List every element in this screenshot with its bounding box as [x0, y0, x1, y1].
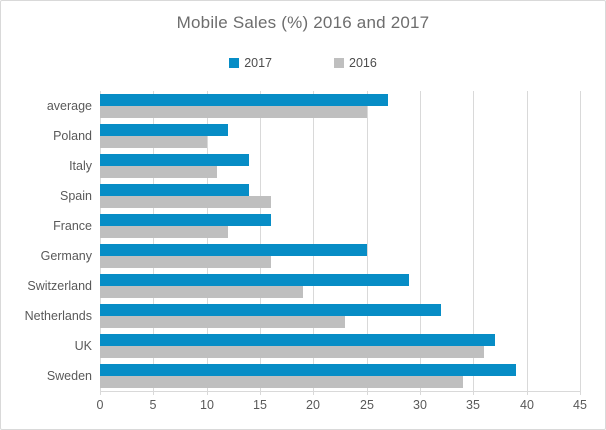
- bar-2016-uk: [100, 346, 484, 358]
- bar-2016-netherlands: [100, 316, 346, 328]
- bar-2016-germany: [100, 256, 271, 268]
- gridline-5: [153, 91, 154, 391]
- bar-2017-uk: [100, 334, 495, 346]
- tick-mark-15: [260, 391, 261, 395]
- tick-mark-25: [367, 391, 368, 395]
- bar-2016-switzerland: [100, 286, 303, 298]
- x-tick-label-20: 20: [306, 398, 320, 412]
- bar-2017-spain: [100, 184, 250, 196]
- gridline-0: [100, 91, 101, 391]
- chart-title: Mobile Sales (%) 2016 and 2017: [176, 13, 430, 32]
- bar-2017-france: [100, 214, 271, 226]
- bar-2017-average: [100, 94, 388, 106]
- bar-row-italy: Italy: [69, 151, 580, 181]
- x-tick-label-10: 10: [200, 398, 214, 412]
- category-label-poland: Poland: [53, 129, 92, 143]
- gridline-15: [260, 91, 261, 391]
- tick-mark-10: [207, 391, 208, 395]
- bar-row-average: average: [47, 91, 580, 121]
- bar-row-france: France: [53, 211, 580, 241]
- tick-mark-20: [313, 391, 314, 395]
- tick-mark-45: [580, 391, 581, 395]
- category-label-germany: Germany: [40, 249, 92, 263]
- bar-2016-spain: [100, 196, 271, 208]
- bar-2016-france: [100, 226, 228, 238]
- bar-row-netherlands: Netherlands: [25, 301, 580, 331]
- tick-mark-5: [153, 391, 154, 395]
- bar-row-switzerland: Switzerland: [27, 271, 580, 301]
- bar-2017-switzerland: [100, 274, 410, 286]
- x-tick-label-15: 15: [253, 398, 267, 412]
- bar-2016-sweden: [100, 376, 463, 388]
- legend-label-2016: 2016: [349, 56, 377, 70]
- bar-row-poland: Poland: [53, 121, 580, 151]
- bar-2017-netherlands: [100, 304, 442, 316]
- category-label-spain: Spain: [60, 189, 92, 203]
- x-tick-label-40: 40: [520, 398, 534, 412]
- category-label-sweden: Sweden: [46, 369, 92, 383]
- x-tick-label-25: 25: [360, 398, 374, 412]
- gridline-45: [580, 91, 581, 391]
- x-tick-label-30: 30: [413, 398, 427, 412]
- tick-mark-40: [527, 391, 528, 395]
- tick-mark-30: [420, 391, 421, 395]
- category-label-netherlands: Netherlands: [24, 309, 92, 323]
- bar-row-germany: Germany: [41, 241, 580, 271]
- tick-mark-35: [473, 391, 474, 395]
- gridline-40: [527, 91, 528, 391]
- bar-2017-italy: [100, 154, 250, 166]
- bar-2017-poland: [100, 124, 228, 136]
- legend-item-2017: 2017: [229, 56, 272, 70]
- x-tick-label-5: 5: [149, 398, 157, 412]
- tick-mark-0: [100, 391, 101, 395]
- category-label-switzerland: Switzerland: [27, 279, 92, 293]
- x-tick-label-0: 0: [96, 398, 104, 412]
- bar-row-sweden: Sweden: [47, 361, 580, 391]
- category-label-france: France: [53, 219, 92, 233]
- bar-2016-average: [100, 106, 367, 118]
- legend-swatch-2016: [334, 58, 344, 68]
- x-tick-label-45: 45: [573, 398, 587, 412]
- bar-2017-germany: [100, 244, 367, 256]
- bar-2016-italy: [100, 166, 218, 178]
- legend-label-2017: 2017: [244, 56, 272, 70]
- bar-2016-poland: [100, 136, 207, 148]
- x-tick-label-35: 35: [466, 398, 480, 412]
- legend-swatch-2017: [229, 58, 240, 68]
- category-label-italy: Italy: [69, 159, 92, 173]
- gridline-35: [473, 91, 474, 391]
- category-label-uk: UK: [74, 339, 92, 353]
- gridline-30: [420, 91, 421, 391]
- gridline-10: [207, 91, 208, 391]
- legend-item-2016: 2016: [334, 56, 377, 70]
- category-label-average: average: [46, 99, 92, 113]
- gridline-20: [313, 91, 314, 391]
- bar-2017-sweden: [100, 364, 516, 376]
- bar-row-spain: Spain: [60, 181, 580, 211]
- plot-area: 0 5 10 15 20 25 30 35 40 45 average Poland Italy Spai…: [25, 91, 587, 412]
- legend: 2017 2016: [1, 56, 605, 70]
- bar-row-uk: UK: [75, 331, 580, 361]
- gridline-25: [367, 91, 368, 391]
